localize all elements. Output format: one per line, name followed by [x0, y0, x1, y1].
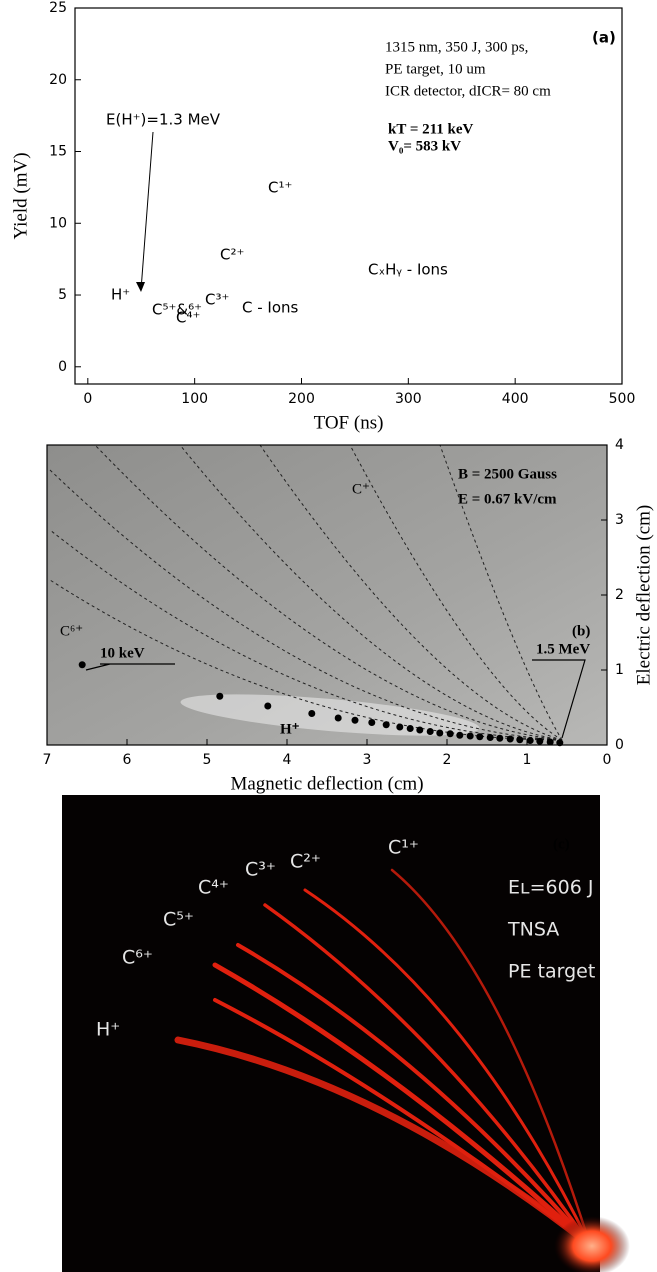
x-tick-label: 100: [181, 391, 208, 407]
plot-frame: [46, 444, 608, 746]
point: [496, 734, 504, 742]
annotation: C - Ions: [242, 299, 299, 317]
point: [368, 719, 376, 726]
x-tick-label: 7: [43, 752, 52, 768]
point: [556, 739, 564, 747]
point: [436, 729, 444, 737]
y-tick-label: 1: [615, 662, 624, 678]
point: [382, 721, 390, 729]
y-tick-label: 0: [58, 359, 67, 375]
point: [516, 736, 524, 744]
annotation: CₓHᵧ - Ions: [368, 261, 448, 279]
arrow-head: [136, 282, 145, 292]
ion-traces: [174, 868, 594, 1249]
y-axis-title: Electric deflection (cm): [633, 505, 654, 685]
photo-label: C⁴⁺: [198, 877, 229, 899]
point: [506, 735, 514, 743]
y-tick-label: 2: [615, 587, 624, 603]
photo-label: H⁺: [96, 1019, 120, 1041]
x-tick-label: 4: [283, 752, 292, 768]
x-tick-label: 0: [83, 391, 92, 407]
x-tick-label: 5: [203, 752, 212, 768]
annotation: B = 2500 Gauss: [458, 466, 557, 482]
x-tick-label: 200: [288, 391, 315, 407]
annotation: E = 0.67 kV/cm: [458, 491, 557, 507]
arrow: [140, 131, 154, 291]
annotation: C⁵⁺&⁶⁺: [152, 301, 202, 319]
plot-frame: [74, 7, 623, 385]
photo-label: C²⁺: [290, 851, 321, 873]
point: [334, 714, 342, 722]
photo-label: C¹⁺: [388, 837, 419, 859]
annotation: C⁺: [352, 481, 370, 497]
x-tick-label: 0: [603, 752, 612, 768]
y-tick-label: 5: [58, 287, 67, 303]
annotation: (a): [592, 29, 616, 47]
x-axis-title: Magnetic deflection (cm): [230, 773, 423, 794]
y-tick-label: 25: [49, 0, 67, 16]
photo-c: [62, 795, 600, 1272]
annotation: C¹⁺: [268, 179, 292, 197]
point: [216, 692, 224, 700]
annotation: 10 keV: [100, 645, 145, 661]
annotation: V₀= 583 kV: [388, 138, 461, 154]
point: [351, 716, 359, 724]
x-tick-label: 500: [609, 391, 636, 407]
annotation: ICR detector, dICR= 80 cm: [385, 83, 551, 99]
x-tick-label: 3: [363, 752, 372, 768]
x-tick-label: 6: [123, 752, 132, 768]
annotation: C⁴⁺: [176, 309, 200, 327]
panel-label: (c): [553, 836, 570, 852]
annotation: 1.5 MeV: [536, 641, 590, 657]
annotation: (b): [572, 623, 590, 639]
point: [406, 725, 414, 732]
point: [526, 737, 534, 744]
point: [476, 733, 484, 741]
glow: [554, 1216, 630, 1272]
x-tick-label: 1: [523, 752, 532, 768]
y-tick-label: 0: [615, 737, 624, 753]
photo-label: TNSA: [507, 919, 559, 941]
point: [396, 723, 404, 731]
annotation-lines: [85, 659, 586, 739]
point: [456, 731, 464, 739]
point: [446, 730, 454, 738]
annotation: C³⁺: [205, 291, 229, 309]
point: [416, 726, 424, 734]
point: [546, 738, 554, 746]
point: [78, 661, 86, 669]
point: [486, 734, 494, 741]
annotation: C²⁺: [220, 246, 244, 264]
y-tick-label: 10: [49, 215, 67, 231]
photo-label: C³⁺: [245, 859, 276, 881]
annotation: 1315 nm, 350 J, 300 ps,: [385, 39, 528, 55]
photo-label: C⁵⁺: [163, 909, 194, 931]
y-tick-label: 4: [615, 437, 624, 453]
annotation: H⁺: [280, 721, 300, 737]
photo-label: C⁶⁺: [122, 947, 153, 969]
point: [264, 702, 272, 710]
photo-label: PE target: [508, 961, 595, 983]
annotation: kT = 211 keV: [388, 121, 474, 137]
annotation: C⁶⁺: [60, 623, 83, 639]
y-tick-label: 20: [49, 72, 67, 88]
x-tick-label: 300: [395, 391, 422, 407]
photo-label: Eʟ=606 J: [508, 877, 593, 899]
y-tick-label: 3: [615, 512, 624, 528]
point: [536, 737, 544, 745]
point: [426, 728, 434, 735]
annotation: PE target, 10 um: [385, 61, 486, 77]
annotation: E(H⁺)=1.3 MeV: [106, 111, 221, 129]
x-tick-label: 400: [502, 391, 529, 407]
point: [466, 732, 474, 740]
point: [308, 710, 316, 717]
y-tick-label: 15: [49, 144, 67, 160]
annotation: H⁺: [111, 286, 130, 304]
y-axis-title: Yield (mV): [10, 152, 31, 239]
x-axis-title: TOF (ns): [314, 412, 384, 433]
x-tick-label: 2: [443, 752, 452, 768]
